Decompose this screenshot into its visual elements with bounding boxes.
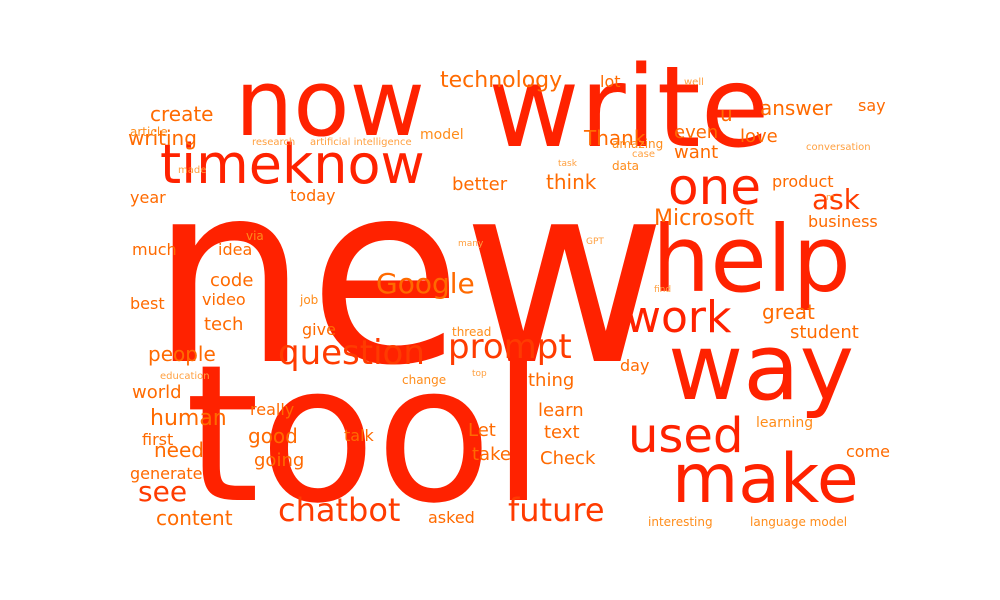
word-see: see (138, 475, 188, 508)
word-find: find (654, 285, 672, 295)
word-idea: idea (218, 240, 253, 259)
word-data: data (612, 159, 640, 173)
word-give: give (302, 320, 336, 339)
word-microsoft: Microsoft (654, 206, 755, 231)
word-education: education (160, 371, 210, 382)
word-research: research (252, 137, 296, 148)
word-text: text (544, 422, 580, 443)
word-prompt: prompt (448, 327, 572, 367)
word-human: human (150, 406, 227, 431)
word-love: love (740, 126, 778, 147)
word-help: help (652, 206, 851, 313)
word-top: top (472, 369, 487, 379)
word-create: create (150, 102, 214, 126)
word-timeknow: timeknow (160, 133, 425, 196)
word-one: one (668, 158, 762, 216)
word-google: Google (376, 267, 475, 300)
word-future: future (508, 491, 605, 529)
word-good: good (248, 424, 298, 448)
word-say: say (858, 96, 886, 115)
word-interesting: interesting (648, 515, 713, 529)
word-writing: writing (128, 126, 197, 150)
word-via: via (246, 229, 264, 243)
word-year: year (130, 188, 166, 207)
word-much: much (132, 240, 177, 259)
word-amazing: amazing (612, 137, 664, 151)
word-well: well (684, 77, 704, 88)
word-even: even (674, 122, 719, 143)
word-tech: tech (204, 314, 244, 335)
word-ask: ask (812, 183, 860, 216)
word-article: article (130, 125, 168, 139)
word-come: come (846, 442, 891, 461)
word-think: think (546, 170, 597, 194)
word-new: new (150, 129, 667, 420)
word-video: video (202, 290, 246, 309)
word-write: write (488, 43, 770, 173)
word-thread: thread (452, 325, 492, 339)
word-code: code (210, 270, 254, 291)
word-take: take (472, 444, 511, 465)
word-learning: learning (756, 415, 814, 431)
word-now: now (235, 50, 425, 157)
word-first: first (142, 430, 174, 449)
word-asked: asked (428, 508, 475, 527)
word-artificial-intelligence: artificial intelligence (310, 137, 412, 148)
word-generate: generate (130, 464, 203, 483)
word-best: best (130, 294, 165, 313)
word-conversation: conversation (806, 142, 871, 153)
word-tool: tool (185, 324, 545, 545)
word-talk: talk (344, 426, 374, 445)
word-language-model: language model (750, 515, 848, 529)
word-thing: thing (528, 370, 575, 391)
word-content: content (156, 506, 233, 530)
word-thank: Thank (584, 126, 646, 150)
word-want: want (674, 142, 719, 163)
word-many: many (458, 239, 484, 249)
word-great: great (762, 300, 815, 324)
word-change: change (402, 373, 447, 387)
word-going: going (254, 450, 305, 471)
word-make: make (672, 440, 859, 519)
word-gpt: GPT (586, 237, 604, 247)
word-today: today (290, 186, 336, 205)
word-m: m (826, 193, 835, 203)
word-really: really (250, 400, 295, 419)
word-student: student (790, 322, 859, 343)
word-learn: learn (538, 400, 584, 421)
word-u: u (720, 102, 733, 126)
word-work: work (625, 292, 732, 343)
word-chatbot: chatbot (278, 491, 401, 529)
word-lot: lot (600, 72, 621, 91)
word-answer: answer (760, 96, 833, 120)
word-used: used (628, 408, 744, 464)
word-made: made (178, 165, 207, 176)
word-check: Check (540, 448, 596, 469)
word-people: people (148, 342, 216, 366)
word-way: way (668, 314, 855, 421)
word-case: case (632, 149, 655, 160)
word-let: Let (468, 420, 496, 441)
word-question: question (278, 333, 425, 373)
word-world: world (132, 382, 182, 403)
word-better: better (452, 174, 508, 195)
word-model: model (420, 127, 464, 143)
word-technology: technology (440, 68, 563, 93)
word-job: job (300, 293, 319, 307)
word-task: task (558, 159, 577, 169)
word-business: business (808, 212, 878, 231)
word-need: need (154, 438, 204, 462)
word-day: day (620, 356, 650, 375)
word-product: product (772, 172, 834, 191)
